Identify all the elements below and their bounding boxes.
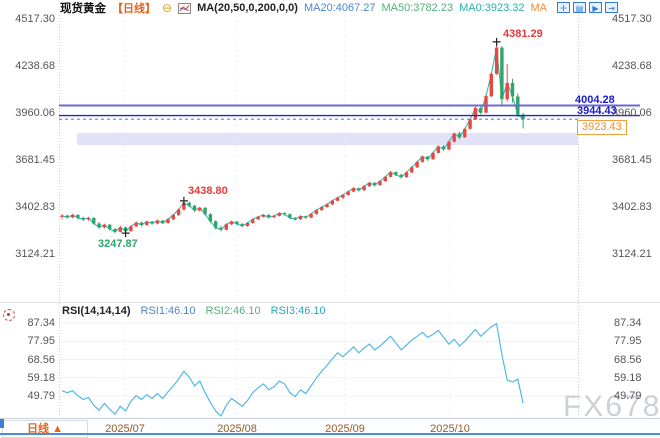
chart-toolbar: ✛ ▤ ▶ ⇥ xyxy=(557,2,618,13)
indicator-chart-icon[interactable] xyxy=(178,2,192,14)
price-axis-label: 3124.21 xyxy=(612,248,652,260)
pan-icon[interactable]: ✛ xyxy=(557,2,570,13)
price-axis-right: 4517.30 4238.68 3960.06 3681.45 3402.83 3124.… xyxy=(612,0,660,438)
price-axis-label: 3124.21 xyxy=(15,248,55,260)
price-axis-label: 4238.68 xyxy=(15,60,55,72)
price-axis-label: 3402.83 xyxy=(15,201,55,213)
rsi2-value: RSI2:46.10 xyxy=(205,305,261,317)
scrollbar-chip[interactable] xyxy=(0,419,4,428)
timeframe-tab[interactable]: 日线 ▲ xyxy=(2,420,88,438)
rsi-axis-label: 49.79 xyxy=(614,390,642,402)
ma0-value: MA0:3923.32 xyxy=(459,2,525,14)
chart-header: 现货黄金 【日线】 ⊖ MA(20,50,0,200,0,0) MA20:406… xyxy=(60,1,547,15)
ma-settings-label[interactable]: MA(20,50,0,200,0,0) xyxy=(197,2,298,14)
ma50-value: MA50:3782.23 xyxy=(381,2,454,14)
rsi-axis-label: 68.56 xyxy=(614,354,642,366)
price-axis-label: 3681.45 xyxy=(15,154,55,166)
month-label: 2025/07 xyxy=(105,423,145,435)
rsi-axis-label: 77.95 xyxy=(27,335,55,347)
rsi-axis-label: 77.95 xyxy=(614,335,642,347)
rsi-axis-label: 59.18 xyxy=(27,372,55,384)
rsi-axis-label: 68.56 xyxy=(27,354,55,366)
panel-separator xyxy=(0,302,660,303)
month-label: 2025/10 xyxy=(430,423,470,435)
rsi3-value: RSI3:46.10 xyxy=(270,305,326,317)
annotation-label: 3247.87 xyxy=(98,238,138,250)
rsi1-value: RSI1:46.10 xyxy=(140,305,196,317)
price-axis-left: 4517.30 4238.68 3960.06 3681.45 3402.83 3124.… xyxy=(0,0,56,438)
interval-tag[interactable]: 【日线】 xyxy=(112,3,156,15)
last-price-label: 3923.43 xyxy=(577,120,627,135)
ma20-value: MA20:4067.27 xyxy=(303,2,376,14)
ma200-value: MA xyxy=(530,2,548,14)
month-label: 2025/09 xyxy=(325,423,365,435)
rsi-header: RSI(14,14,14) RSI1:46.10 RSI2:46.10 RSI3… xyxy=(62,305,326,317)
indicator-window-icon[interactable]: ▤ xyxy=(573,2,586,13)
month-label: 2025/08 xyxy=(217,423,257,435)
annotation-label: 3438.80 xyxy=(188,185,228,197)
collapse-icon[interactable]: ⊖ xyxy=(162,1,173,15)
rsi-axis-label: 59.18 xyxy=(614,372,642,384)
rsi-axis-label: 49.79 xyxy=(27,390,55,402)
price-axis-label: 4238.68 xyxy=(612,60,652,72)
rsi-axis-label: 87.34 xyxy=(27,317,55,329)
pivot-level-label: 3944.43 xyxy=(577,105,617,117)
crosshair-tool-icon[interactable] xyxy=(3,309,15,321)
annotation-label: 4381.29 xyxy=(503,28,543,40)
rsi-settings-label[interactable]: RSI(14,14,14) xyxy=(62,305,131,317)
price-axis-label: 4517.30 xyxy=(612,13,652,25)
price-axis-label: 3402.83 xyxy=(612,201,652,213)
rsi-axis-label: 87.34 xyxy=(614,317,642,329)
price-axis-label: 4517.30 xyxy=(15,13,55,25)
watermark: FX678 xyxy=(563,390,660,423)
resistance-level-label: 4004.28 xyxy=(575,94,615,106)
jump-to-latest-icon[interactable]: ⇥ xyxy=(605,2,618,13)
zoom-chart-icon[interactable]: ▶ xyxy=(589,2,602,13)
price-axis-label: 3681.45 xyxy=(612,154,652,166)
price-axis-label: 3960.06 xyxy=(612,107,652,119)
price-axis-label: 3960.06 xyxy=(15,107,55,119)
instrument-name: 现货黄金 xyxy=(60,3,106,15)
scrollbar-line[interactable] xyxy=(0,433,660,435)
bottom-bar: 日线 ▲ 2025/07 2025/08 2025/09 2025/10 xyxy=(0,418,660,438)
